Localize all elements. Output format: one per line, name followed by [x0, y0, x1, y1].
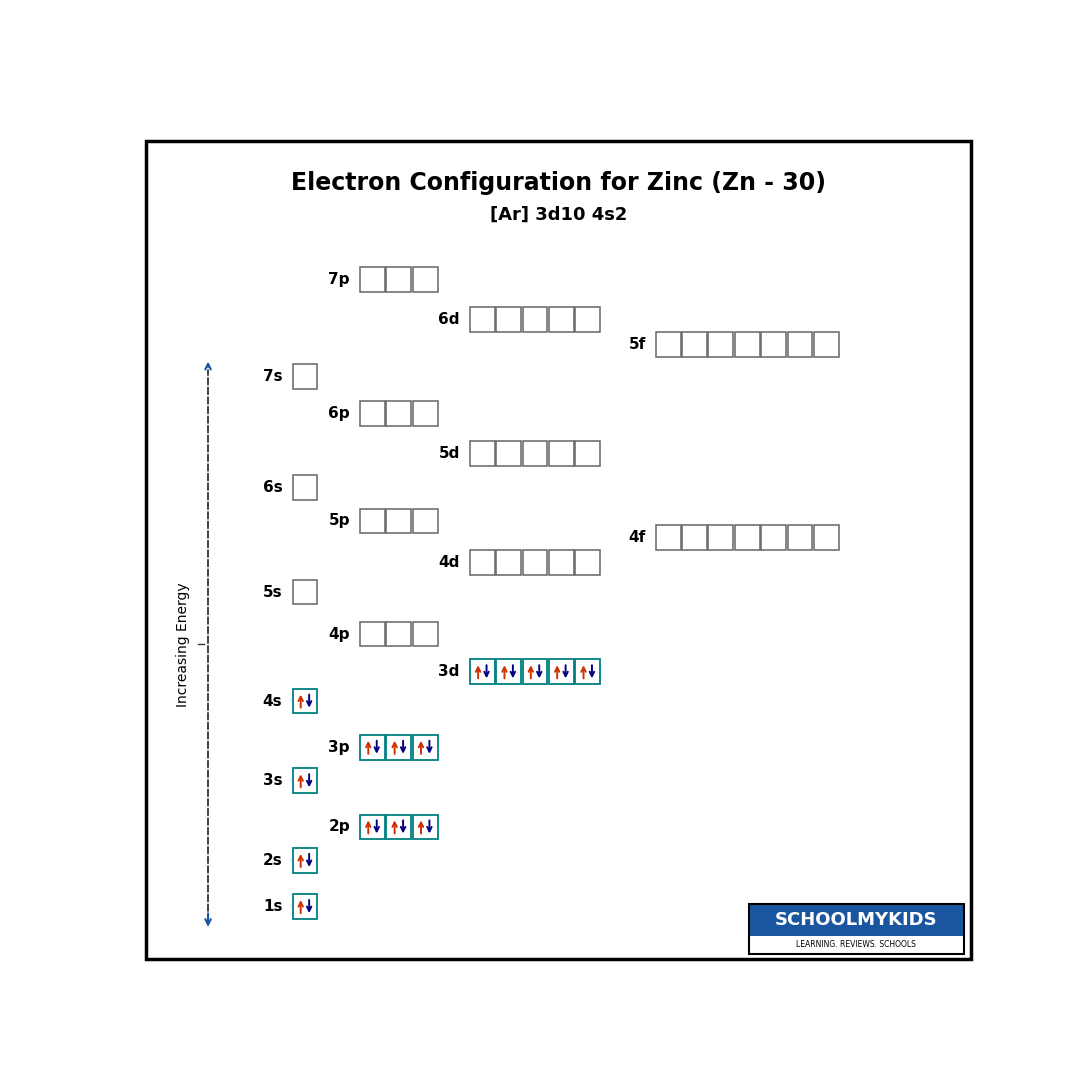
Text: 6s: 6s	[263, 480, 282, 494]
Text: Electron Configuration for Zinc (Zn - 30): Electron Configuration for Zinc (Zn - 30…	[291, 171, 826, 195]
Text: 7p: 7p	[328, 272, 350, 286]
Bar	[387, 622, 411, 647]
Bar	[576, 550, 601, 575]
Bar	[682, 525, 707, 550]
Text: 4d: 4d	[438, 555, 460, 571]
Bar	[292, 894, 317, 919]
Bar	[387, 815, 411, 840]
Bar	[749, 904, 965, 935]
Bar	[749, 904, 965, 954]
Bar	[387, 509, 411, 534]
Text: LEARNING. REVIEWS. SCHOOLS: LEARNING. REVIEWS. SCHOOLS	[797, 941, 917, 950]
Bar	[549, 550, 573, 575]
Bar	[360, 735, 385, 760]
Bar	[787, 525, 812, 550]
Bar	[470, 660, 495, 684]
Text: 1s: 1s	[263, 900, 282, 914]
Bar	[761, 525, 786, 550]
Text: 5d: 5d	[438, 446, 460, 462]
Bar	[708, 525, 734, 550]
Text: 4f: 4f	[628, 530, 645, 546]
Bar	[387, 267, 411, 292]
Text: 5f: 5f	[628, 338, 645, 352]
Bar	[496, 550, 521, 575]
Bar	[360, 622, 385, 647]
Bar	[682, 332, 707, 357]
Bar	[522, 660, 547, 684]
Bar	[413, 401, 437, 426]
Bar	[387, 401, 411, 426]
Bar	[656, 332, 680, 357]
Bar	[413, 509, 437, 534]
Text: 3d: 3d	[438, 664, 460, 680]
Text: SCHOOLMYKIDS: SCHOOLMYKIDS	[775, 910, 937, 929]
Bar	[292, 848, 317, 872]
Bar	[292, 579, 317, 604]
Text: 4s: 4s	[263, 694, 282, 709]
Bar	[735, 332, 760, 357]
Text: 5p: 5p	[328, 513, 350, 528]
Bar	[549, 307, 573, 332]
Bar	[292, 689, 317, 713]
Text: [Ar] 3d10 4s2: [Ar] 3d10 4s2	[489, 206, 628, 223]
Bar	[522, 307, 547, 332]
Bar	[549, 441, 573, 466]
Bar	[292, 365, 317, 389]
Bar	[413, 815, 437, 840]
Bar	[413, 267, 437, 292]
Bar	[360, 815, 385, 840]
Bar	[470, 441, 495, 466]
Bar	[413, 622, 437, 647]
Bar	[656, 525, 680, 550]
Bar	[549, 660, 573, 684]
Bar	[496, 441, 521, 466]
Text: 2p: 2p	[328, 819, 350, 834]
Bar	[576, 441, 601, 466]
Bar	[522, 550, 547, 575]
Text: 4p: 4p	[328, 626, 350, 641]
Bar	[522, 441, 547, 466]
Bar	[496, 660, 521, 684]
Bar	[360, 509, 385, 534]
Bar	[496, 307, 521, 332]
Bar	[360, 267, 385, 292]
Text: 2s: 2s	[263, 853, 282, 868]
Text: 5s: 5s	[263, 585, 282, 600]
Text: 3s: 3s	[263, 773, 282, 788]
Bar	[576, 660, 601, 684]
Bar	[292, 475, 317, 500]
Bar	[413, 735, 437, 760]
Text: 6d: 6d	[438, 313, 460, 327]
Bar	[470, 550, 495, 575]
Bar	[761, 332, 786, 357]
Text: 6p: 6p	[328, 406, 350, 421]
Bar	[470, 307, 495, 332]
Bar	[708, 332, 734, 357]
Bar	[814, 525, 838, 550]
Bar	[814, 332, 838, 357]
Text: 3p: 3p	[328, 739, 350, 755]
Bar	[387, 735, 411, 760]
Bar	[576, 307, 601, 332]
Bar	[292, 769, 317, 793]
Text: 7s: 7s	[263, 369, 282, 384]
Bar	[735, 525, 760, 550]
Bar	[749, 935, 965, 954]
Bar	[787, 332, 812, 357]
Text: Increasing Energy: Increasing Energy	[175, 582, 190, 707]
Bar	[360, 401, 385, 426]
